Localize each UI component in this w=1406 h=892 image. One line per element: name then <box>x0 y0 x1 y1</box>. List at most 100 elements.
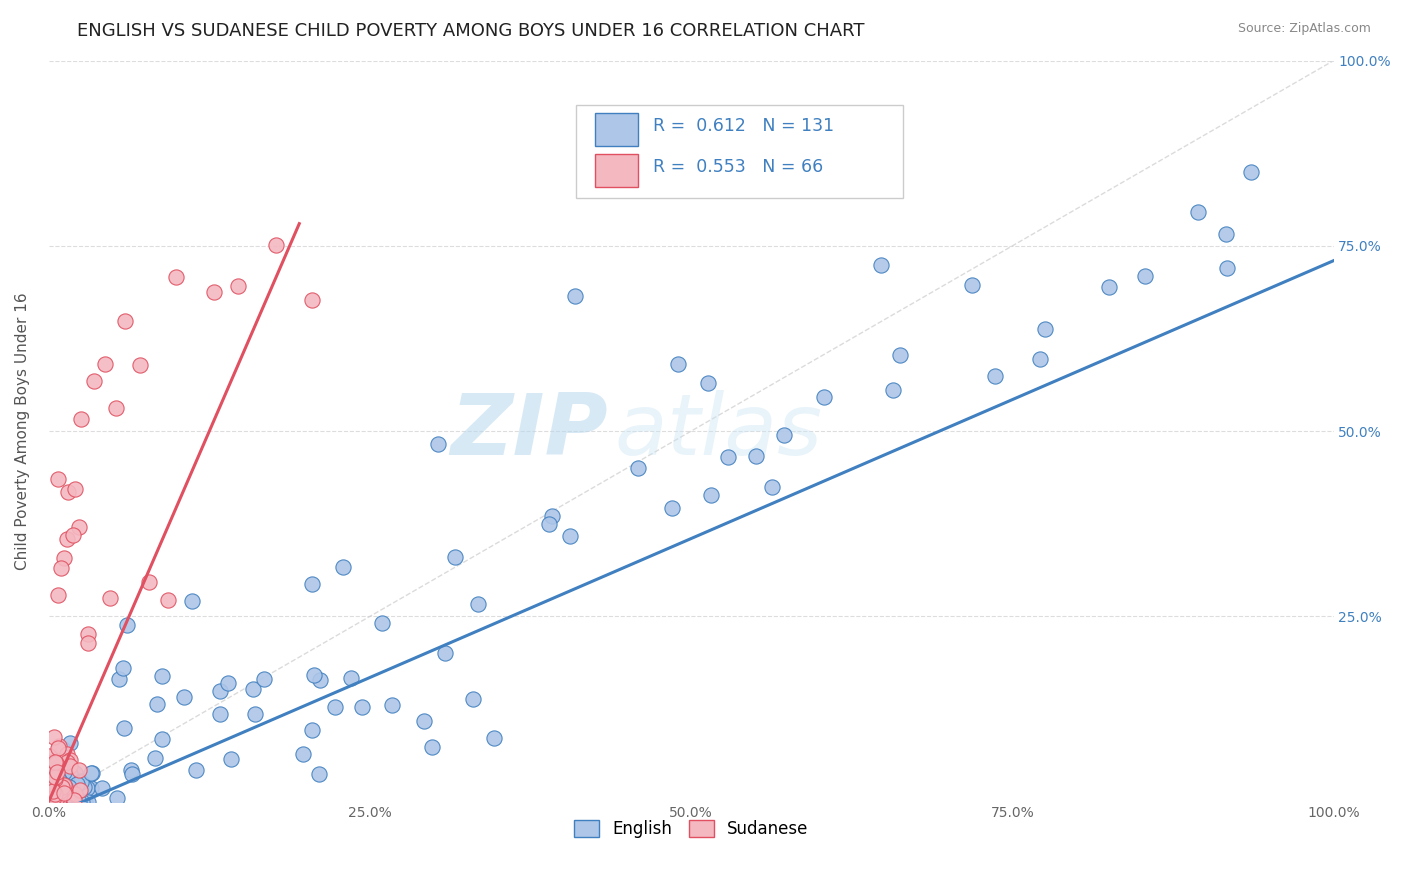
Point <box>58 783 80 797</box>
Point <box>184 764 207 778</box>
Point <box>67 795 90 809</box>
Point <box>44 787 66 801</box>
Point <box>761 479 783 493</box>
Point <box>301 293 323 308</box>
Point <box>58 789 80 803</box>
Text: atlas: atlas <box>614 390 823 473</box>
Point <box>53 778 76 792</box>
Point <box>308 766 330 780</box>
Point <box>564 289 586 303</box>
Point <box>226 278 249 293</box>
Point <box>666 357 689 371</box>
Point <box>371 615 394 630</box>
Point <box>62 528 84 542</box>
Point <box>46 754 69 768</box>
Point <box>76 779 98 793</box>
Point <box>63 793 86 807</box>
Point <box>301 723 323 737</box>
Point <box>46 764 69 779</box>
Point <box>56 755 79 769</box>
Point <box>52 742 75 756</box>
Point <box>44 777 66 791</box>
Point <box>217 676 239 690</box>
Point <box>44 756 66 771</box>
Point <box>39 777 62 791</box>
Point <box>138 575 160 590</box>
Point <box>1240 165 1263 179</box>
Point <box>143 750 166 764</box>
Point <box>219 752 242 766</box>
Point <box>121 766 143 780</box>
FancyBboxPatch shape <box>575 105 903 198</box>
Point <box>48 588 70 602</box>
Point <box>70 776 93 790</box>
Point <box>41 788 63 802</box>
Point <box>44 772 66 786</box>
Point <box>1028 351 1050 366</box>
Point <box>51 780 73 795</box>
Point <box>83 375 105 389</box>
Point <box>76 795 98 809</box>
Point <box>413 714 436 729</box>
Point <box>253 672 276 686</box>
Legend: English, Sudanese: English, Sudanese <box>567 814 815 845</box>
Point <box>150 731 173 746</box>
Point <box>51 777 73 791</box>
Point <box>120 763 142 777</box>
Point <box>870 258 893 272</box>
Point <box>1133 269 1156 284</box>
Point <box>56 532 79 546</box>
Point <box>52 781 75 796</box>
Point <box>49 785 72 799</box>
Point <box>243 707 266 722</box>
FancyBboxPatch shape <box>595 154 638 186</box>
Point <box>75 782 97 797</box>
Point <box>41 782 63 797</box>
Point <box>1215 261 1237 276</box>
Point <box>62 795 84 809</box>
Point <box>70 412 93 426</box>
Point <box>463 692 485 706</box>
Point <box>44 755 66 769</box>
Point <box>52 777 75 791</box>
Point <box>45 777 67 791</box>
Point <box>381 698 404 713</box>
Point <box>105 791 128 805</box>
Point <box>91 780 114 795</box>
Point <box>104 401 127 416</box>
Point <box>111 661 134 675</box>
Point <box>80 766 103 780</box>
Point <box>484 731 506 746</box>
Point <box>717 450 740 464</box>
Point <box>627 461 650 475</box>
Point <box>340 671 363 685</box>
Point <box>444 550 467 565</box>
Point <box>59 753 82 767</box>
Point <box>73 795 96 809</box>
Point <box>157 593 180 607</box>
Point <box>76 781 98 796</box>
Point <box>52 766 75 780</box>
Point <box>114 314 136 328</box>
Point <box>69 775 91 789</box>
Point <box>94 357 117 371</box>
Point <box>165 269 187 284</box>
Point <box>82 765 104 780</box>
Point <box>65 795 87 809</box>
Point <box>48 794 70 808</box>
Point <box>66 795 89 809</box>
Point <box>540 508 562 523</box>
Point <box>76 626 98 640</box>
Point <box>58 780 80 794</box>
Point <box>352 700 374 714</box>
Point <box>48 751 70 765</box>
Point <box>60 794 83 808</box>
Point <box>44 770 66 784</box>
Point <box>53 789 76 804</box>
Point <box>697 376 720 390</box>
Point <box>59 795 82 809</box>
Point <box>44 793 66 807</box>
Point <box>53 551 76 566</box>
Point <box>882 383 904 397</box>
Point <box>69 782 91 797</box>
